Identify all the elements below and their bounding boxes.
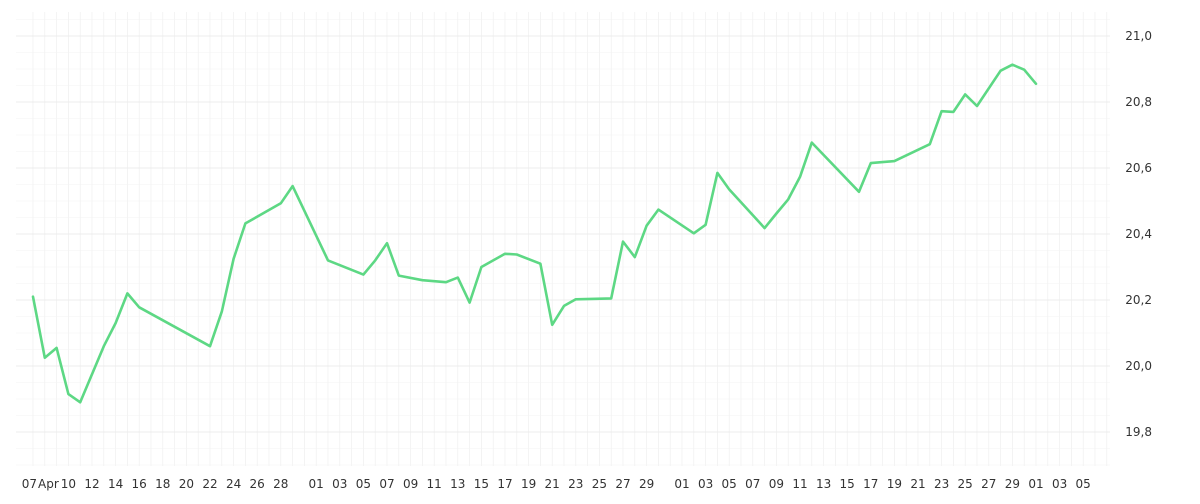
x-tick-label: 05 — [722, 477, 737, 491]
x-tick-label: 03 — [698, 477, 713, 491]
x-tick-label: 28 — [273, 477, 288, 491]
x-tick-label: 11 — [427, 477, 442, 491]
x-tick-label: 07 — [379, 477, 394, 491]
x-tick-label: 15 — [840, 477, 855, 491]
x-tick-label: 17 — [863, 477, 878, 491]
x-tick-label: 19 — [887, 477, 902, 491]
x-tick-label: 16 — [132, 477, 147, 491]
x-tick-label: 05 — [1076, 477, 1091, 491]
x-tick-label: 13 — [450, 477, 465, 491]
y-tick-label: 20,8 — [1125, 95, 1152, 109]
y-tick-label: 21,0 — [1125, 29, 1152, 43]
y-tick-label: 20,0 — [1125, 359, 1152, 373]
x-tick-label: 01 — [1028, 477, 1043, 491]
x-tick-label: 11 — [792, 477, 807, 491]
x-tick-label: 07 — [22, 477, 37, 491]
x-tick-label: 01 — [674, 477, 689, 491]
x-tick-label: 09 — [769, 477, 784, 491]
x-tick-label: 17 — [497, 477, 512, 491]
x-tick-label: 26 — [250, 477, 265, 491]
x-tick-label: 25 — [958, 477, 973, 491]
y-tick-label: 20,2 — [1125, 293, 1152, 307]
x-tick-label: 23 — [568, 477, 583, 491]
grid — [16, 12, 1110, 466]
x-tick-label: 15 — [474, 477, 489, 491]
x-tick-label: 21 — [910, 477, 925, 491]
x-tick-label: 10 — [61, 477, 76, 491]
x-tick-label: 21 — [545, 477, 560, 491]
x-tick-label: 22 — [202, 477, 217, 491]
x-tick-label: 01 — [309, 477, 324, 491]
x-tick-label: 23 — [934, 477, 949, 491]
y-tick-label: 20,6 — [1125, 161, 1152, 175]
x-tick-label: Apr — [38, 477, 59, 491]
series-layer — [31, 63, 1038, 404]
x-tick-label: 03 — [332, 477, 347, 491]
x-tick-label: 25 — [592, 477, 607, 491]
x-tick-label: 09 — [403, 477, 418, 491]
x-axis: 07 Apr 10 12 14 16 18 20 22 24 26 28 01 03 05 07 09 11 13 1… — [22, 477, 1091, 491]
x-tick-label: 29 — [1005, 477, 1020, 491]
x-tick-label: 05 — [356, 477, 371, 491]
x-tick-label: 20 — [179, 477, 194, 491]
x-tick-label: 24 — [226, 477, 241, 491]
x-tick-label: 29 — [639, 477, 654, 491]
x-tick-label: 14 — [108, 477, 123, 491]
x-tick-label: 03 — [1052, 477, 1067, 491]
x-tick-label: 13 — [816, 477, 831, 491]
x-tick-label: 18 — [155, 477, 170, 491]
series-line — [31, 63, 1038, 404]
y-tick-label: 19,8 — [1125, 425, 1152, 439]
x-tick-label: 07 — [745, 477, 760, 491]
x-tick-label: 12 — [84, 477, 99, 491]
x-tick-label: 27 — [981, 477, 996, 491]
y-tick-label: 20,4 — [1125, 227, 1152, 241]
x-tick-label: 27 — [615, 477, 630, 491]
x-tick-label: 19 — [521, 477, 536, 491]
y-axis: 19,8 20,0 20,2 20,4 20,6 20,8 21,0 — [1125, 29, 1152, 439]
